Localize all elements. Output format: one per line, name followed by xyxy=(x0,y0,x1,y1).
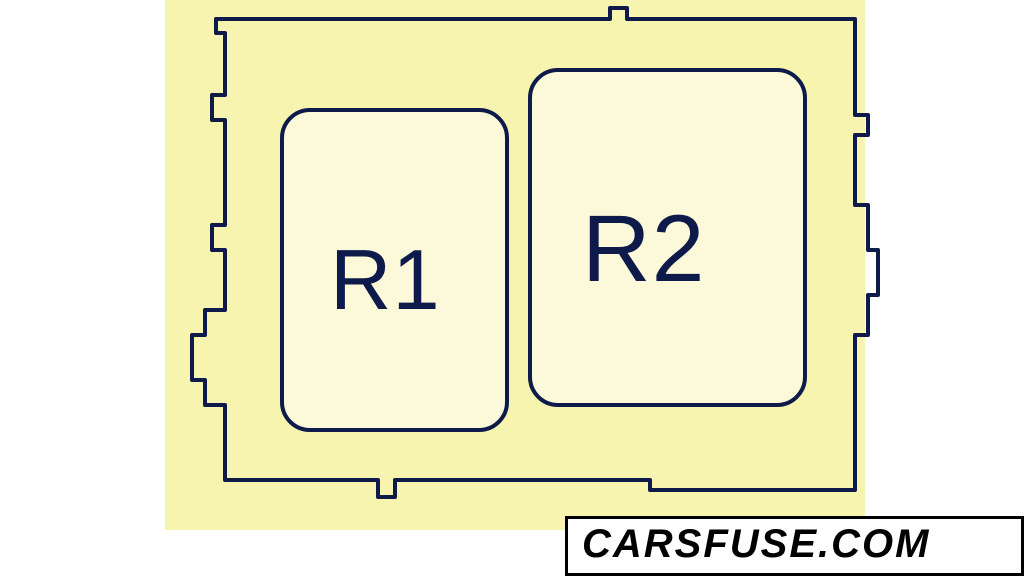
fusebox-diagram-svg xyxy=(0,0,1024,576)
relay-r1-label: R1 xyxy=(330,232,441,330)
relay-r2-label: R2 xyxy=(582,195,705,304)
watermark-text: CARSFUSE.COM xyxy=(582,522,930,567)
